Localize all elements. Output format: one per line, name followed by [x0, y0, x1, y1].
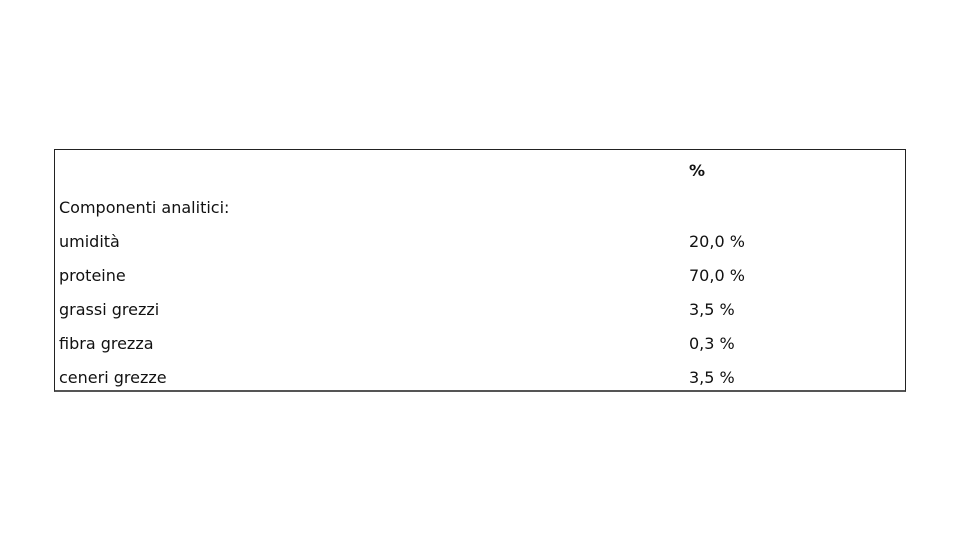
- value-cell: 70,0 %: [689, 265, 745, 285]
- value-cell: 20,0 %: [689, 231, 745, 251]
- label-cell: umidità: [59, 231, 120, 251]
- table-row: fibra grezza 0,3 %: [55, 326, 905, 360]
- label-cell: fibra grezza: [59, 333, 154, 353]
- table-row: umidità 20,0 %: [55, 224, 905, 258]
- table-row: grassi grezzi 3,5 %: [55, 292, 905, 326]
- table-row: Componenti analitici:: [55, 190, 905, 224]
- value-cell: 0,3 %: [689, 333, 735, 353]
- label-cell: Componenti analitici:: [59, 197, 230, 217]
- value-cell: 3,5 %: [689, 367, 735, 387]
- table-body: Componenti analitici: umidità 20,0 % protei…: [55, 190, 905, 394]
- table-row: ceneri grezze 3,5 %: [55, 360, 905, 394]
- label-cell: proteine: [59, 265, 126, 285]
- nutrition-table: % Componenti analitici: umidità 20,0 % prot…: [55, 150, 905, 394]
- header-cell: [55, 150, 685, 190]
- table-row: proteine 70,0 %: [55, 258, 905, 292]
- value-cell: 3,5 %: [689, 299, 735, 319]
- label-cell: ceneri grezze: [59, 367, 167, 387]
- label-cell: grassi grezzi: [59, 299, 160, 319]
- table-frame: % Componenti analitici: umidità 20,0 % prot…: [54, 149, 906, 392]
- header-cell: %: [689, 160, 706, 180]
- header-row: %: [55, 150, 905, 190]
- value-cell: [685, 190, 905, 224]
